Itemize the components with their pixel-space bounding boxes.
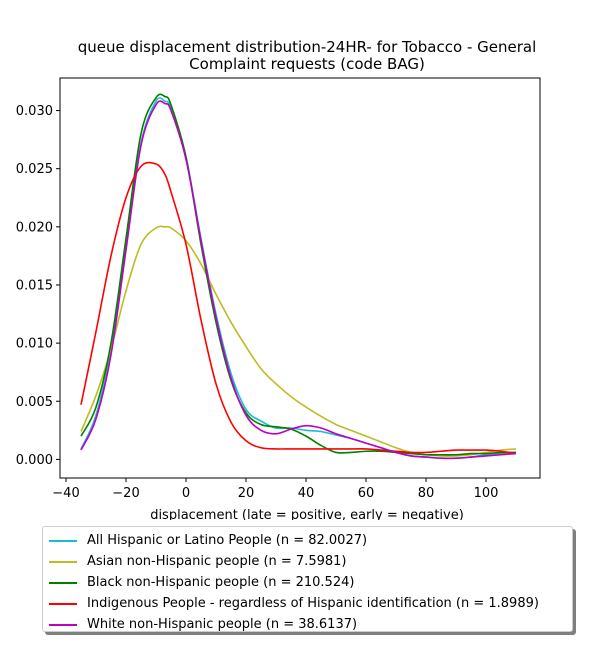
- x-axis-ticks: −40 −20 0 20 40 60 80 100: [52, 478, 498, 501]
- chart-title-line-2: Complaint requests (code BAG): [189, 55, 425, 73]
- legend-label: Asian non-Hispanic people (n = 7.5981): [87, 554, 347, 569]
- legend-swatch: [49, 602, 77, 605]
- x-tick-label: 80: [418, 486, 435, 501]
- legend-item: Indigenous People - regardless of Hispan…: [49, 593, 572, 614]
- series-line-5: [80, 100, 517, 460]
- x-axis-label: displacement (late = positive, early = n…: [150, 508, 464, 520]
- chart-title-line-1: queue displacement distribution-24HR- fo…: [78, 38, 537, 56]
- legend-swatch: [49, 560, 77, 563]
- legend: All Hispanic or Latino People (n = 82.00…: [42, 526, 573, 632]
- legend-swatch: [49, 623, 77, 626]
- series-line-1: [80, 97, 517, 460]
- legend-label: White non-Hispanic people (n = 38.6137): [87, 617, 358, 632]
- y-tick-label: 0.010: [16, 337, 53, 352]
- y-tick-label: 0.020: [16, 220, 53, 235]
- plot-frame: [59, 77, 541, 479]
- legend-swatch: [49, 581, 77, 584]
- x-tick-label: 60: [358, 486, 375, 501]
- legend-item: Asian non-Hispanic people (n = 7.5981): [49, 551, 572, 572]
- y-tick-label: 0.005: [16, 395, 53, 410]
- series-line-3: [80, 93, 517, 456]
- y-tick-label: 0.030: [16, 104, 53, 119]
- series-lines: [80, 93, 517, 460]
- series-line-2: [80, 225, 517, 457]
- chart-canvas: queue displacement distribution-24HR- fo…: [16, 38, 541, 520]
- legend-label: All Hispanic or Latino People (n = 82.00…: [87, 533, 368, 548]
- legend-item: All Hispanic or Latino People (n = 82.00…: [49, 530, 572, 551]
- legend-label: Indigenous People - regardless of Hispan…: [87, 596, 539, 611]
- legend-swatch: [49, 539, 77, 542]
- y-tick-label: 0.025: [16, 162, 53, 177]
- y-tick-label: 0.000: [16, 453, 53, 468]
- y-tick-label: 0.015: [16, 278, 53, 293]
- x-tick-label: 40: [298, 486, 315, 501]
- x-tick-label: 0: [182, 486, 190, 501]
- legend-item: Black non-Hispanic people (n = 210.524): [49, 572, 572, 593]
- x-tick-label: −40: [52, 486, 79, 501]
- series-line-4: [80, 161, 517, 455]
- x-tick-label: 20: [238, 486, 255, 501]
- legend-item: White non-Hispanic people (n = 38.6137): [49, 614, 572, 635]
- x-tick-label: −20: [112, 486, 139, 501]
- y-axis-ticks: 0.000 0.005 0.010 0.015 0.020 0.025 0.030: [16, 104, 60, 468]
- legend-label: Black non-Hispanic people (n = 210.524): [87, 575, 355, 590]
- x-tick-label: 100: [474, 486, 499, 501]
